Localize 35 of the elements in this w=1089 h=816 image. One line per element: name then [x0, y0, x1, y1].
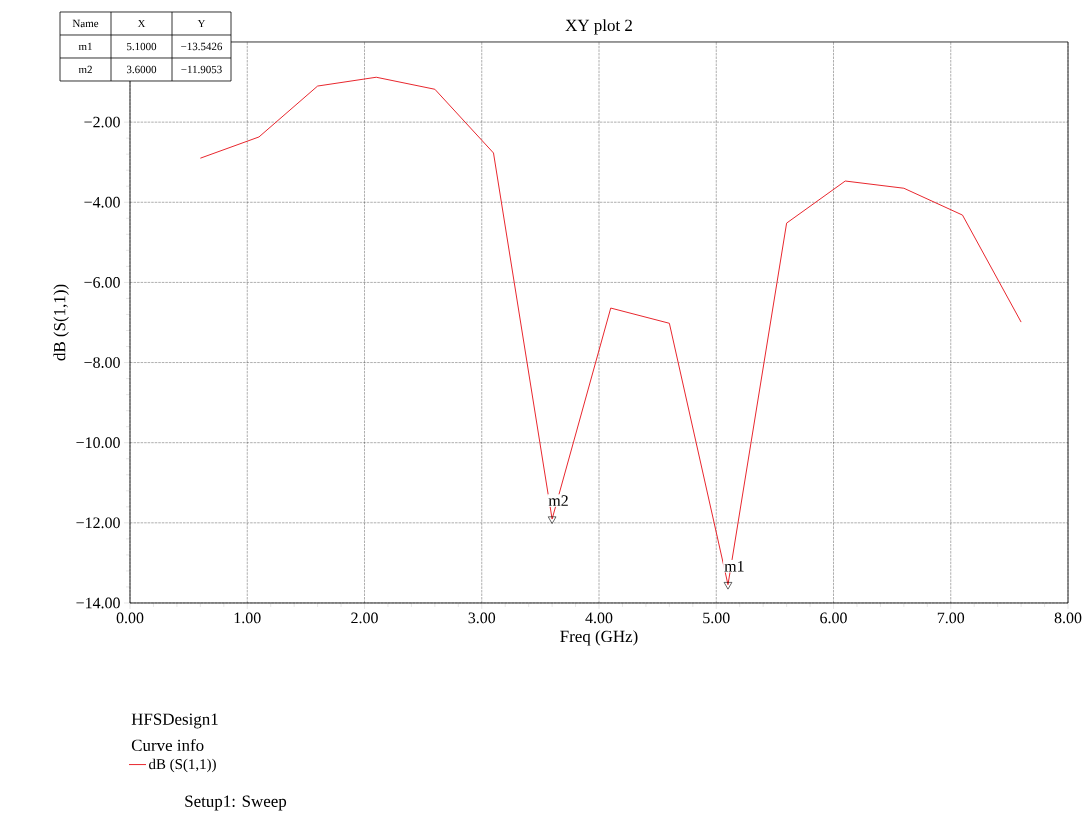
x-tick-label: 8.00: [1054, 612, 1082, 624]
x-tick-label: 0.00: [116, 612, 144, 624]
x-tick-label: 6.00: [820, 612, 847, 624]
y-tick-label: −4.00: [84, 196, 120, 208]
text: m2: [78, 65, 92, 74]
annotation: −13.5426: [181, 42, 223, 51]
y-tick-label: −2.00: [84, 116, 120, 128]
x-tick-label: 1.00: [234, 612, 261, 624]
text: Curve info: [131, 738, 204, 752]
y-axis-title: dB (S(1,1)): [53, 284, 69, 361]
legend-label: dB (S(1,1)): [149, 758, 216, 773]
text: HFSDesign1: [131, 713, 218, 729]
y-tick-label: −8.00: [84, 357, 120, 368]
y-tick-label: −10.00: [76, 437, 120, 449]
x-tick-label: 5.00: [703, 612, 730, 624]
annotation: m1: [724, 560, 744, 572]
text: Y: [197, 19, 206, 28]
text: m1: [78, 42, 92, 51]
y-tick-label: −12.00: [76, 517, 120, 529]
annotation: 3.6000: [126, 65, 157, 74]
annotation: m2: [548, 495, 568, 506]
line-series: [199, 76, 1022, 586]
annotation: 5.1000: [127, 42, 157, 51]
chart-title: XY plot 2: [565, 19, 632, 35]
x-axis-title: Freq (GHz): [560, 630, 638, 646]
text: Name: [72, 19, 99, 28]
text: Setup1: Sweep: [185, 795, 287, 811]
x-tick-label: 2.00: [351, 612, 378, 624]
text: X: [137, 19, 146, 28]
x-tick-label: 4.00: [585, 612, 613, 624]
y-tick-label: −14.00: [76, 597, 120, 609]
y-tick-label: −6.00: [84, 277, 120, 288]
x-tick-label: 3.00: [468, 612, 496, 624]
annotation: −11.9053: [181, 65, 222, 74]
x-tick-label: 7.00: [937, 612, 965, 624]
